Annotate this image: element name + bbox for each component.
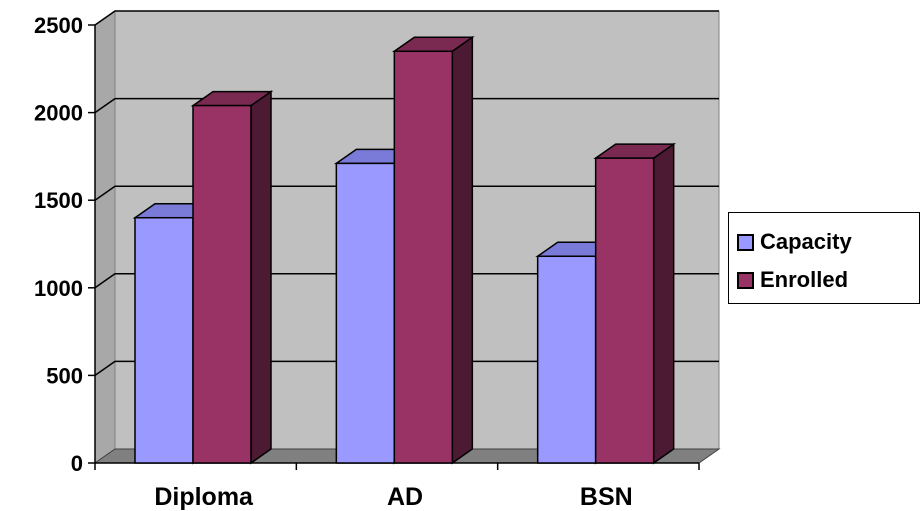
legend-item-enrolled: Enrolled [737, 265, 848, 295]
bar-front-face [536, 255, 597, 464]
gridline [94, 97, 719, 114]
y-tick-label: 2500 [34, 13, 83, 38]
bar-enrolled-ad [391, 35, 475, 465]
bar-enrolled-diploma [190, 90, 274, 465]
legend-swatch-enrolled [737, 271, 754, 289]
legend-label-capacity: Capacity [760, 229, 852, 254]
y-tick-label: 1500 [34, 188, 83, 213]
bar-enrolled-bsn [593, 142, 677, 465]
y-tick-label: 1000 [34, 276, 83, 301]
bar-front-face [335, 162, 396, 464]
gridline [94, 185, 719, 201]
legend: Capacity Enrolled [728, 212, 920, 304]
y-tick-label: 0 [71, 451, 83, 476]
x-category-label: Diploma [154, 483, 254, 511]
x-category-label: BSN [580, 483, 633, 511]
bar-side-face [250, 90, 272, 465]
bar-front-face [134, 216, 194, 464]
bar-side-face [652, 142, 675, 465]
legend-swatch-capacity [737, 233, 754, 251]
gridline [94, 10, 719, 26]
y-tick-label: 500 [46, 363, 83, 388]
bar-side-face [451, 35, 474, 465]
plot-side-wall [94, 10, 116, 464]
x-category-label: AD [387, 483, 423, 511]
bar-front-face [393, 50, 454, 464]
y-tick-label: 2000 [34, 101, 83, 126]
bar-front-face [594, 157, 655, 464]
bar-front-face [192, 104, 252, 464]
axis-labels: 0 500 1000 1500 2000 2500 Diploma AD BSN [34, 13, 633, 511]
gridline [94, 360, 719, 377]
legend-label-enrolled: Enrolled [760, 267, 849, 292]
gridlines [94, 10, 719, 377]
bars [132, 35, 677, 465]
legend-item-capacity: Capacity [737, 227, 852, 257]
gridline [94, 273, 719, 289]
